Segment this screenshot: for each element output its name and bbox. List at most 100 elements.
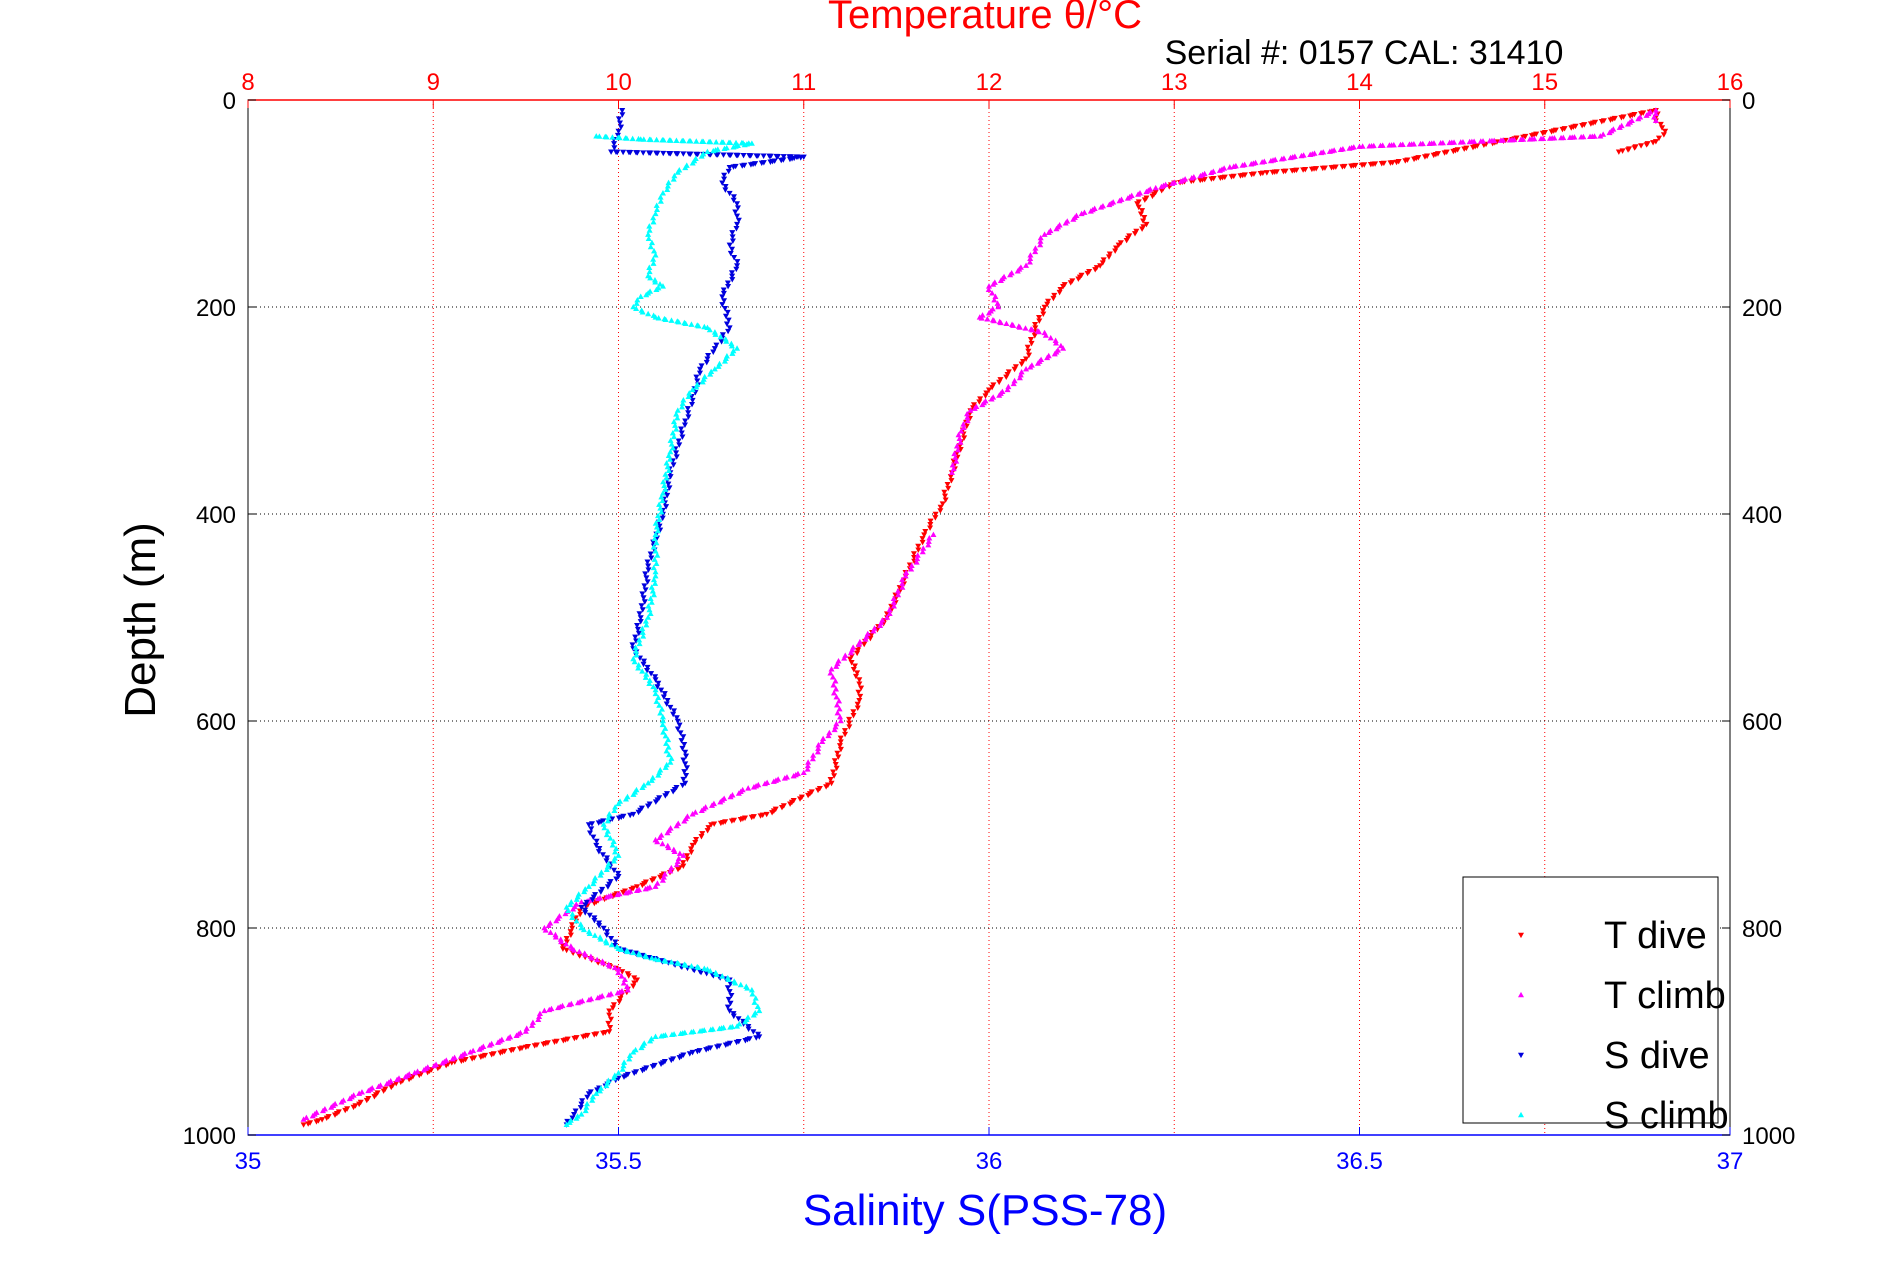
data-point	[712, 331, 719, 337]
data-point	[927, 522, 934, 528]
data-point	[1057, 342, 1064, 349]
data-point	[1248, 171, 1255, 178]
data-point	[1116, 197, 1123, 204]
data-point	[630, 983, 637, 990]
data-point	[588, 955, 595, 961]
data-point	[1132, 231, 1139, 237]
data-point	[606, 881, 613, 888]
data-point	[571, 1112, 578, 1118]
data-point	[1113, 245, 1120, 251]
data-point	[652, 252, 659, 258]
data-point	[681, 422, 688, 428]
data-point	[1003, 374, 1010, 380]
data-point	[535, 1016, 542, 1022]
data-point	[323, 1115, 330, 1122]
data-point	[619, 1066, 626, 1072]
data-point	[1461, 146, 1468, 152]
data-point	[1075, 276, 1082, 282]
data-point	[615, 1069, 622, 1076]
data-point	[997, 319, 1004, 326]
data-point	[725, 328, 732, 335]
data-point	[633, 305, 640, 312]
data-point	[615, 852, 622, 858]
data-point	[717, 333, 724, 340]
data-point	[1226, 164, 1233, 170]
data-point	[608, 1016, 615, 1023]
data-point	[734, 263, 741, 269]
data-point	[1278, 156, 1285, 162]
data-point	[930, 531, 937, 538]
data-point	[856, 677, 863, 683]
data-point	[846, 720, 853, 726]
data-point	[572, 1108, 579, 1114]
data-point	[1023, 262, 1030, 268]
data-point	[1607, 117, 1614, 123]
data-point	[854, 650, 861, 657]
data-point	[371, 1094, 378, 1100]
data-point	[1016, 324, 1023, 330]
data-point	[722, 313, 729, 320]
data-point	[756, 1007, 763, 1014]
tick-label-temperature: 11	[791, 69, 816, 96]
data-point	[701, 965, 708, 971]
data-point	[630, 791, 637, 797]
data-point	[597, 889, 604, 895]
data-point	[695, 964, 702, 971]
data-point	[653, 286, 660, 293]
data-point	[725, 168, 732, 175]
data-point	[1289, 168, 1296, 174]
data-point	[642, 674, 649, 680]
data-point	[644, 667, 651, 674]
data-point	[1397, 141, 1404, 148]
data-point	[707, 371, 714, 377]
data-point	[657, 710, 664, 716]
data-point	[610, 1002, 617, 1008]
data-point	[629, 135, 636, 142]
data-point	[579, 1098, 586, 1104]
data-point	[1441, 150, 1448, 156]
data-point	[570, 947, 577, 953]
data-point	[886, 610, 893, 617]
data-point	[652, 1033, 659, 1039]
data-point	[667, 704, 674, 711]
data-point	[985, 387, 993, 393]
data-point	[662, 793, 669, 799]
data-point	[1655, 135, 1662, 142]
legend-label-s-dive: S dive	[1604, 1035, 1710, 1077]
data-point	[591, 932, 598, 938]
data-point	[667, 474, 674, 480]
data-point	[850, 713, 857, 719]
data-point	[420, 1067, 427, 1073]
data-point	[977, 396, 984, 402]
data-point	[673, 822, 680, 829]
data-point	[721, 172, 728, 179]
data-point	[363, 1097, 370, 1104]
data-point	[697, 366, 704, 373]
data-point	[726, 1008, 733, 1014]
data-point	[670, 711, 677, 718]
data-point	[722, 187, 729, 193]
data-point	[666, 751, 673, 758]
data-point	[674, 169, 681, 175]
data-point	[631, 980, 638, 986]
data-point	[609, 842, 616, 848]
data-point	[757, 813, 764, 819]
data-point	[830, 769, 837, 775]
data-point	[664, 492, 671, 499]
data-point	[736, 1020, 743, 1027]
data-point	[991, 317, 998, 324]
data-point	[1644, 141, 1651, 147]
data-point	[1012, 364, 1019, 370]
data-point	[855, 641, 862, 648]
data-point	[1216, 167, 1223, 173]
data-point	[682, 418, 689, 424]
data-point	[1616, 124, 1623, 130]
data-point	[665, 744, 672, 750]
data-point	[721, 358, 728, 364]
data-point	[760, 153, 767, 159]
data-point	[1010, 380, 1017, 387]
data-point	[870, 628, 877, 634]
data-point	[834, 709, 841, 716]
data-point	[932, 511, 939, 518]
data-point	[585, 1091, 592, 1097]
